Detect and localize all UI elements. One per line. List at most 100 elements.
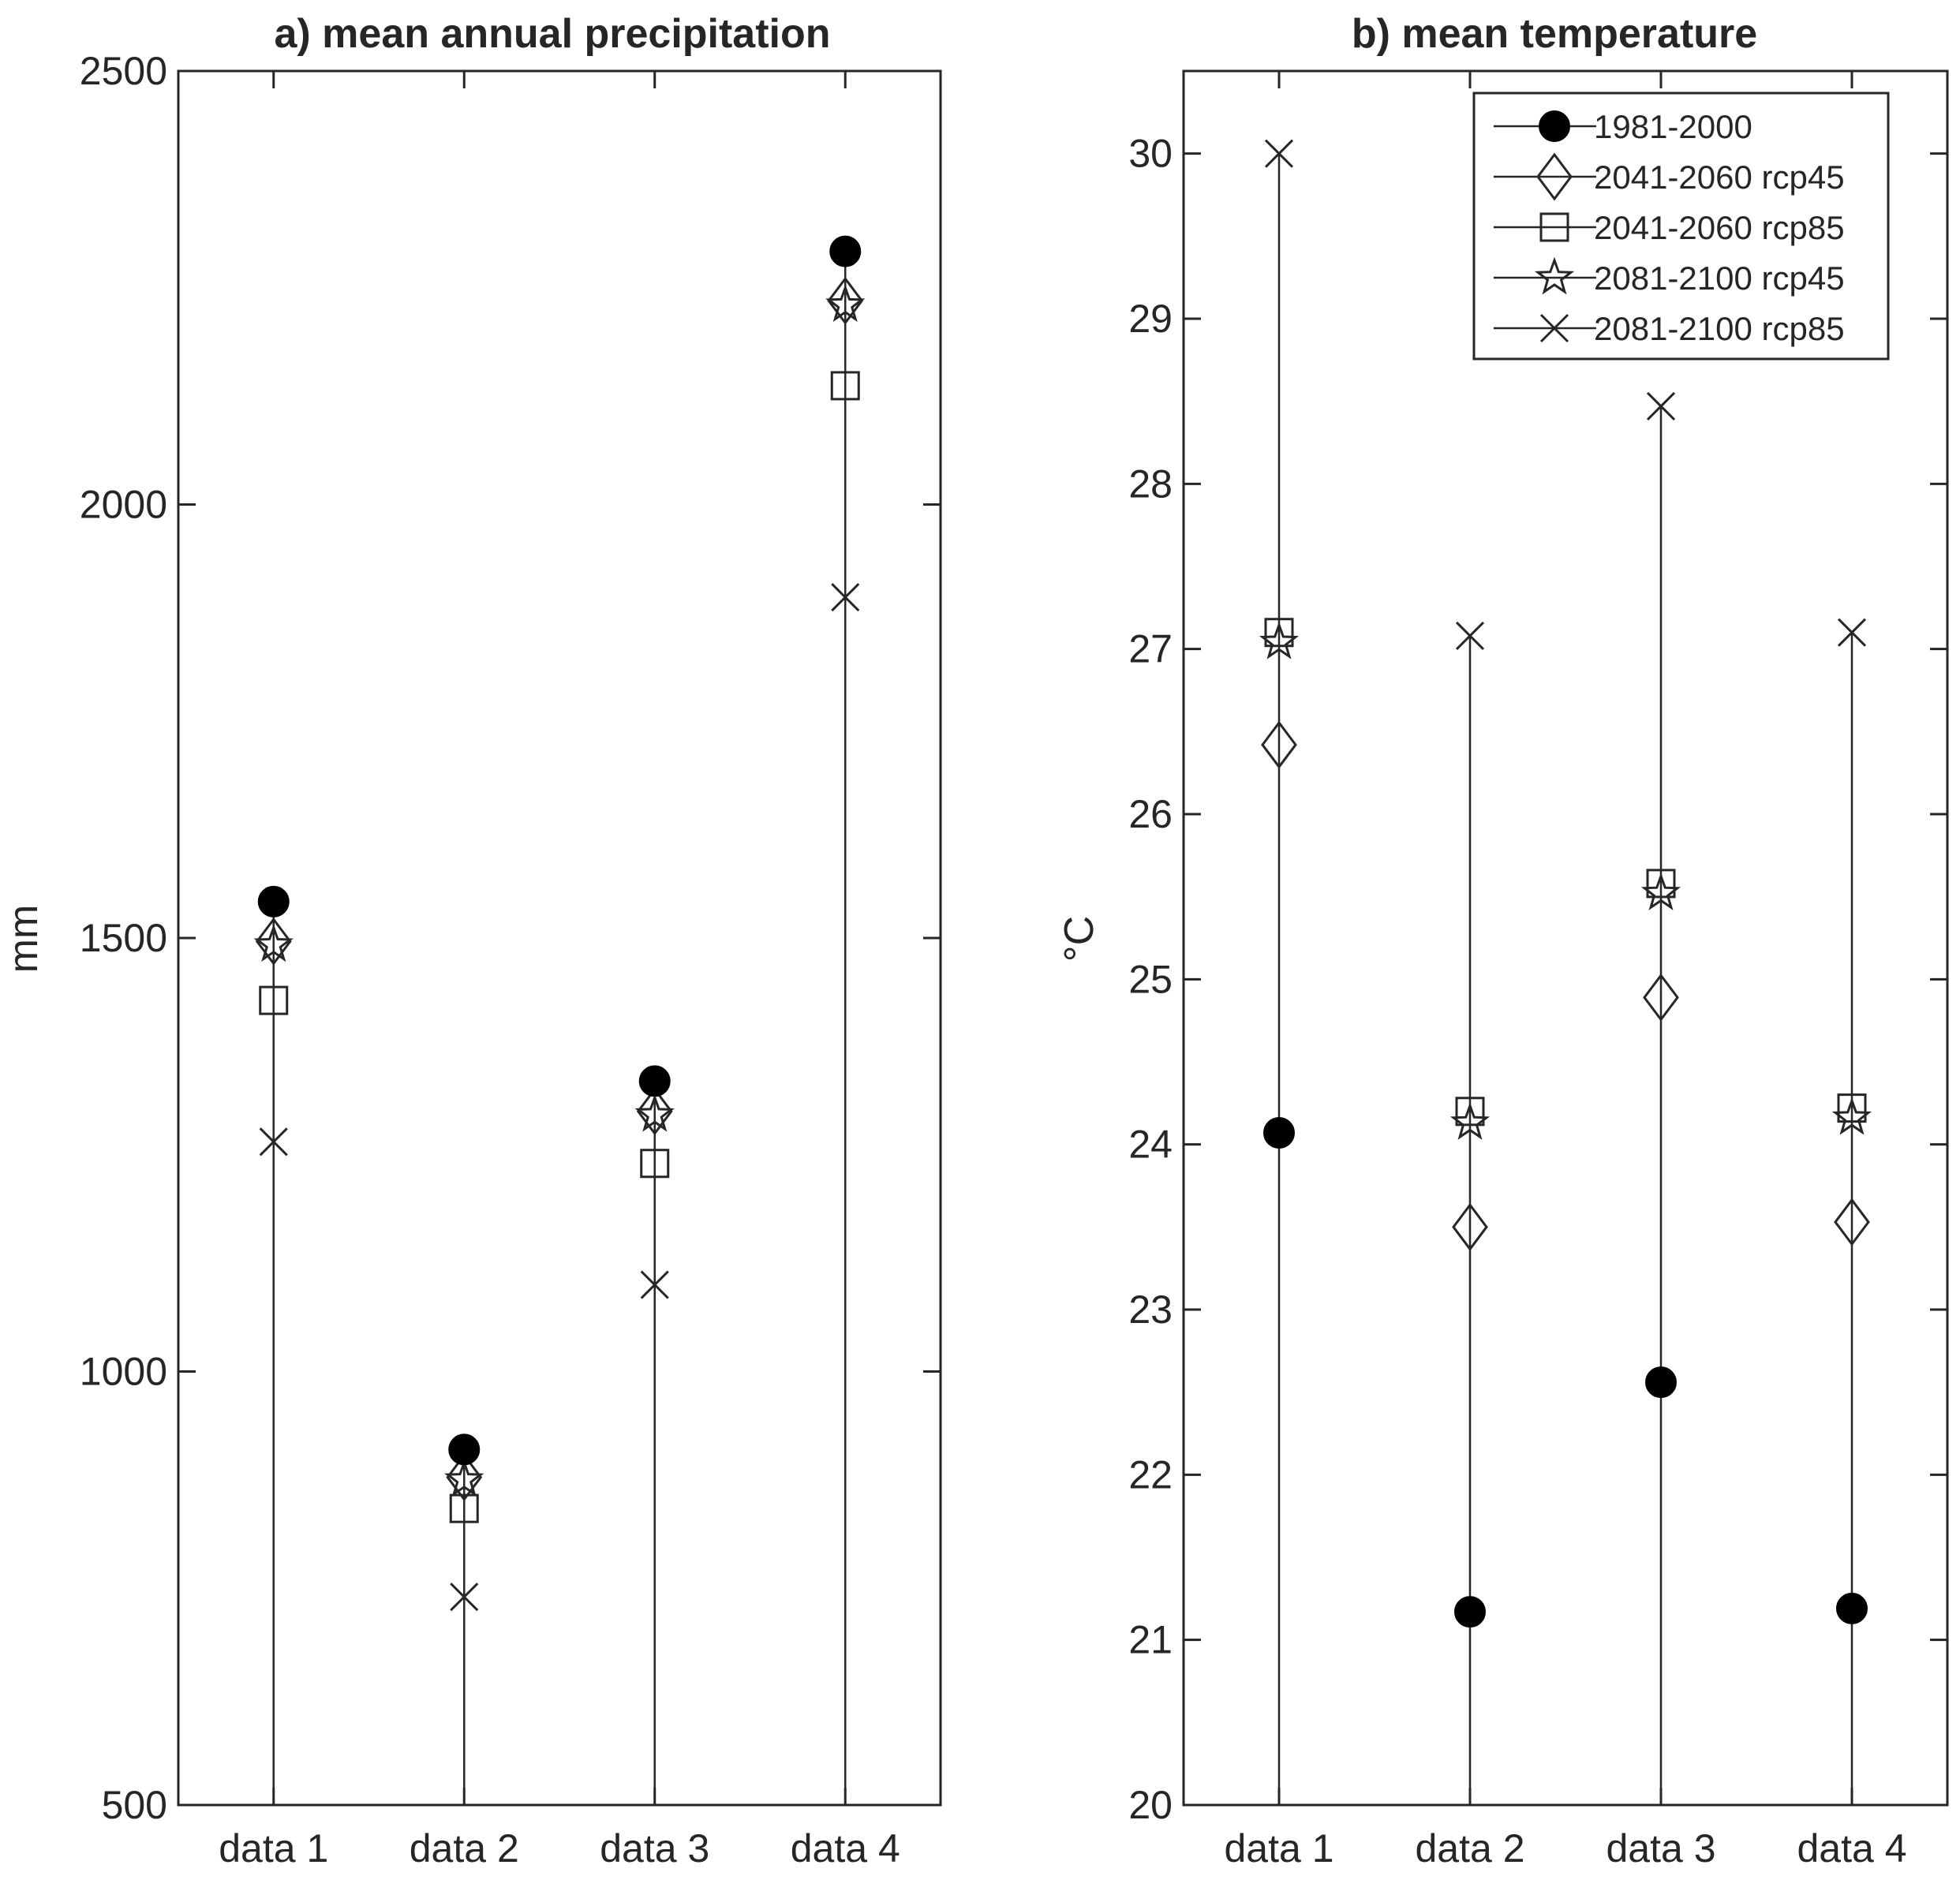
- panel-b-marker-shape: [1264, 618, 1294, 648]
- panel-b-ytick-label: 20: [1128, 1783, 1173, 1827]
- panel-a-marker-shape: [634, 1093, 675, 1132]
- panel-a-ytick-label: 1500: [80, 916, 167, 960]
- panel-b-marker: [1261, 720, 1297, 769]
- panel-b-marker: [1645, 1366, 1677, 1399]
- panel-a-marker-shape: [257, 885, 290, 917]
- panel-b-marker: [1263, 1117, 1295, 1149]
- panel-b-marker-shape: [1837, 1093, 1867, 1123]
- panel-a-marker-stroke-2: [831, 583, 860, 612]
- panel-b-marker-stroke-2: [1264, 139, 1294, 168]
- panel-b-ytick-label: 23: [1128, 1287, 1173, 1332]
- panel-b-marker-shape: [1452, 1202, 1488, 1251]
- panel-b-marker-stroke-2: [1646, 391, 1676, 421]
- panel-a-plot-area: 500 1000 1500 2000 2500 data 1 data 2 data 3 dat…: [80, 49, 942, 1870]
- panel-b-marker: [1264, 139, 1294, 168]
- panel-b-marker: [1836, 1592, 1868, 1624]
- legend-label: 1981-2000: [1594, 108, 1752, 145]
- panel-a-marker: [825, 284, 866, 323]
- panel-b-xtick-label: data 4: [1797, 1826, 1906, 1870]
- panel-a-marker-shape: [253, 924, 294, 962]
- panel-b-marker-stroke-2: [1455, 621, 1485, 650]
- panel-a-marker-shape: [449, 1493, 479, 1523]
- panel-a-ytick-label: 2000: [80, 483, 167, 527]
- legend-item: 2081-2100 rcp45: [1494, 256, 1845, 297]
- panel-b-marker-shape: [1836, 1592, 1868, 1624]
- panel-b-marker-shape: [1643, 973, 1679, 1022]
- panel-b-marker: [1454, 1596, 1486, 1628]
- panel-a-ylabel: mm: [1, 905, 47, 974]
- panel-a-marker-stroke-2: [259, 1127, 288, 1157]
- legend-label: 2041-2060 rcp45: [1594, 159, 1845, 196]
- panel-b-marker-shape: [1646, 869, 1676, 899]
- panel-b-ytick-label: 28: [1128, 462, 1173, 506]
- panel-b-marker-shape: [1454, 1596, 1486, 1628]
- panel-a-marker: [449, 1493, 479, 1523]
- panel-a-xtick-label: data 1: [219, 1826, 328, 1870]
- panel-a-marker: [448, 1433, 481, 1466]
- panel-b-ytick-label: 25: [1128, 957, 1173, 1001]
- panel-a-marker: [259, 985, 289, 1015]
- legend-marker: [1539, 110, 1570, 142]
- legend-box: [1472, 92, 1890, 361]
- panel-a-marker-shape: [638, 1065, 671, 1097]
- panel-b-ytick-label: 24: [1128, 1123, 1173, 1167]
- panel-b-marker-shape: [1455, 1097, 1485, 1127]
- panel-b-ytick-label: 22: [1128, 1452, 1173, 1497]
- panel-a-precipitation: a) mean annual precipitation mm 500 1000 1…: [1, 11, 942, 1870]
- panel-a-marker: [444, 1459, 484, 1497]
- panel-a-xtick-label: data 2: [410, 1826, 519, 1870]
- legend-marker: [1534, 256, 1575, 295]
- panel-a-marker-shape: [259, 985, 289, 1015]
- panel-a-marker: [450, 1583, 479, 1612]
- panel-a-marker: [257, 885, 290, 917]
- panel-a-marker: [827, 276, 864, 325]
- panel-b-marker: [1643, 973, 1679, 1022]
- legend-item: 2041-2060 rcp85: [1494, 209, 1845, 246]
- panel-b-marker: [1646, 391, 1676, 421]
- panel-a-marker-stroke-2: [450, 1583, 479, 1612]
- legend-marker-shape: [1534, 256, 1575, 295]
- panel-a-marker: [259, 1127, 288, 1157]
- panel-b-marker: [1646, 869, 1676, 899]
- panel-b-marker-shape: [1834, 1198, 1870, 1246]
- panel-a-marker-stroke-2: [640, 1270, 669, 1299]
- panel-a-marker-shape: [829, 235, 862, 267]
- panel-a-marker-shape: [446, 1453, 483, 1502]
- panel-b-xtick-label: data 2: [1415, 1826, 1524, 1870]
- panel-b-marker: [1837, 1093, 1867, 1123]
- legend-label: 2081-2100 rcp45: [1594, 260, 1845, 297]
- panel-b-xtick-label: data 1: [1224, 1826, 1333, 1870]
- panel-b-title: b) mean temperature: [1352, 11, 1757, 57]
- panel-b-marker-shape: [1261, 720, 1297, 769]
- panel-b-marker: [1452, 1202, 1488, 1251]
- legend-label: 2081-2100 rcp85: [1594, 310, 1845, 347]
- panel-a-marker: [636, 1087, 673, 1136]
- panel-a-marker: [255, 917, 292, 966]
- panel-a-ytick-label: 1000: [80, 1350, 167, 1394]
- panel-a-marker-shape: [640, 1149, 670, 1179]
- panel-a-ytick-label: 2500: [80, 49, 167, 93]
- legend-marker-stroke-2: [1539, 313, 1569, 343]
- panel-b-marker: [1834, 1198, 1870, 1246]
- legend: 1981-2000 2041-2060 rcp45 2041-2060 rcp85 2…: [1472, 92, 1890, 361]
- panel-b-marker-shape: [1645, 1366, 1677, 1399]
- legend-item: 1981-2000: [1494, 108, 1752, 145]
- legend-items: 1981-2000 2041-2060 rcp45 2041-2060 rcp85 2…: [1494, 108, 1845, 347]
- panel-b-marker-stroke-2: [1837, 618, 1867, 647]
- panel-a-marker: [634, 1093, 675, 1132]
- legend-item: 2041-2060 rcp45: [1494, 152, 1845, 201]
- legend-marker-shape: [1539, 110, 1570, 142]
- panel-a-marker: [638, 1065, 671, 1097]
- panel-a-xtick-label: data 4: [791, 1826, 900, 1870]
- panel-b-marker: [1455, 1097, 1485, 1127]
- legend-marker: [1536, 152, 1573, 201]
- panel-a-xtick-label: data 3: [600, 1826, 709, 1870]
- panel-a-marker: [640, 1270, 669, 1299]
- panel-b-marker: [1455, 621, 1485, 650]
- panel-b-axes-box: [1182, 69, 1949, 1807]
- legend-marker-shape: [1539, 212, 1569, 242]
- panel-a-marker: [829, 235, 862, 267]
- legend-marker: [1539, 313, 1569, 343]
- panel-b-ytick-label: 29: [1128, 297, 1173, 341]
